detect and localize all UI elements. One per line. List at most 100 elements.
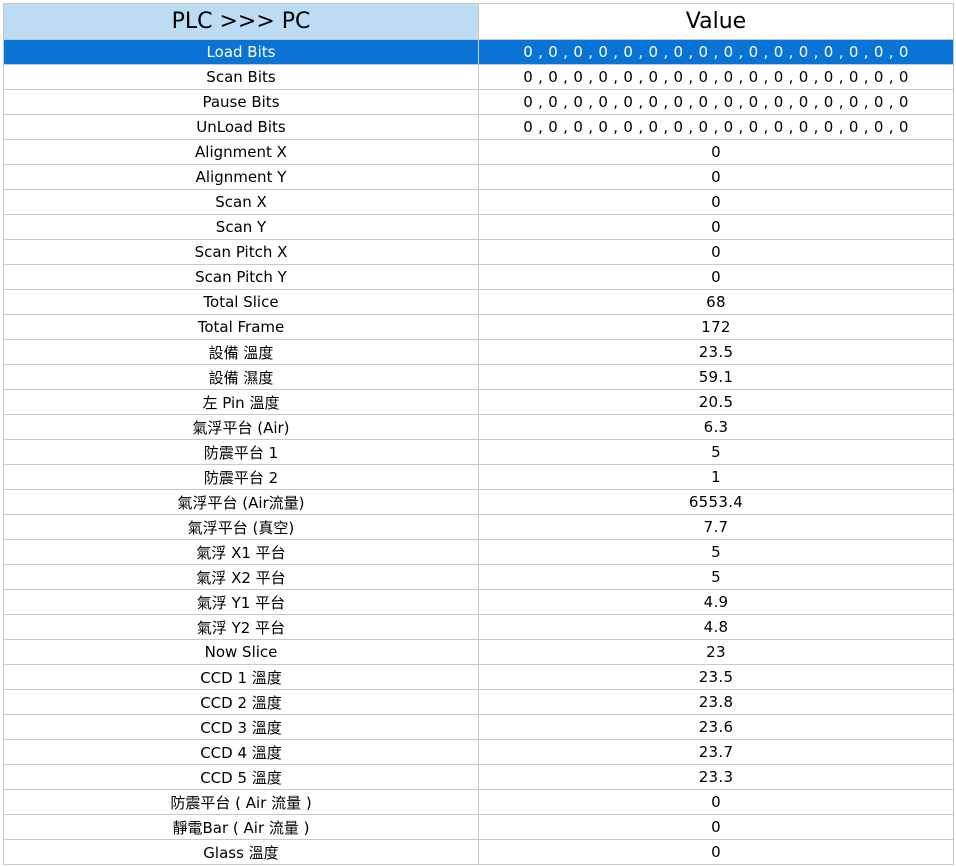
row-value-cell[interactable]: 23.5	[478, 339, 954, 365]
row-value-cell[interactable]: 23.8	[478, 689, 954, 715]
row-value-cell[interactable]: 6553.4	[478, 489, 954, 515]
row-name-cell[interactable]: 氣浮 X1 平台	[3, 539, 479, 565]
row-value-cell[interactable]: 0	[478, 264, 954, 290]
row-name-cell[interactable]: Scan X	[3, 189, 479, 215]
table-row[interactable]: 氣浮平台 (Air流量) 6553.4	[3, 489, 954, 515]
row-name-cell[interactable]: Scan Pitch X	[3, 239, 479, 265]
row-value-cell[interactable]: 0	[478, 139, 954, 165]
table-row[interactable]: CCD 5 溫度 23.3	[3, 764, 954, 790]
row-name-cell[interactable]: 防震平台 ( Air 流量 )	[3, 789, 479, 815]
row-name-cell[interactable]: CCD 1 溫度	[3, 664, 479, 690]
row-value-cell[interactable]: 59.1	[478, 364, 954, 390]
row-name-cell[interactable]: 防震平台 1	[3, 439, 479, 465]
table-row[interactable]: UnLoad Bits 0 , 0 , 0 , 0 , 0 , 0 , 0 , 0…	[3, 114, 954, 140]
table-row[interactable]: 氣浮 Y1 平台 4.9	[3, 589, 954, 615]
row-value-cell[interactable]: 1	[478, 464, 954, 490]
row-value-cell[interactable]: 172	[478, 314, 954, 340]
row-name-cell[interactable]: 靜電Bar ( Air 流量 )	[3, 814, 479, 840]
row-value-cell[interactable]: 0 , 0 , 0 , 0 , 0 , 0 , 0 , 0 , 0 , 0 , …	[478, 39, 954, 65]
table-row[interactable]: CCD 2 溫度 23.8	[3, 689, 954, 715]
row-value-cell[interactable]: 20.5	[478, 389, 954, 415]
column-header-plc-to-pc[interactable]: PLC >>> PC	[3, 3, 479, 40]
row-name-cell[interactable]: CCD 4 溫度	[3, 739, 479, 765]
table-row[interactable]: Now Slice 23	[3, 639, 954, 665]
table-row[interactable]: 設備 溫度 23.5	[3, 339, 954, 365]
row-name-cell[interactable]: 設備 溫度	[3, 339, 479, 365]
row-value-cell[interactable]: 5	[478, 439, 954, 465]
table-row[interactable]: CCD 3 溫度 23.6	[3, 714, 954, 740]
row-name-cell[interactable]: Scan Pitch Y	[3, 264, 479, 290]
row-name-cell[interactable]: CCD 2 溫度	[3, 689, 479, 715]
row-value-cell[interactable]: 23.7	[478, 739, 954, 765]
row-name-cell[interactable]: CCD 3 溫度	[3, 714, 479, 740]
row-name-cell[interactable]: Alignment X	[3, 139, 479, 165]
row-value-cell[interactable]: 0	[478, 839, 954, 865]
row-name-cell[interactable]: Scan Y	[3, 214, 479, 240]
table-row[interactable]: 氣浮 X2 平台 5	[3, 564, 954, 590]
row-value-cell[interactable]: 0 , 0 , 0 , 0 , 0 , 0 , 0 , 0 , 0 , 0 , …	[478, 114, 954, 140]
row-name-cell[interactable]: 氣浮平台 (真空)	[3, 514, 479, 540]
row-value-cell[interactable]: 0 , 0 , 0 , 0 , 0 , 0 , 0 , 0 , 0 , 0 , …	[478, 64, 954, 90]
row-value-cell[interactable]: 23.3	[478, 764, 954, 790]
row-name-cell[interactable]: 設備 濕度	[3, 364, 479, 390]
row-value-cell[interactable]: 4.9	[478, 589, 954, 615]
row-name-cell[interactable]: Glass 溫度	[3, 839, 479, 865]
row-name-cell[interactable]: 氣浮平台 (Air流量)	[3, 489, 479, 515]
row-name-cell[interactable]: Alignment Y	[3, 164, 479, 190]
table-row[interactable]: 靜電Bar ( Air 流量 ) 0	[3, 814, 954, 840]
row-value-cell[interactable]: 7.7	[478, 514, 954, 540]
row-value-cell[interactable]: 0	[478, 214, 954, 240]
row-name-cell[interactable]: 左 Pin 溫度	[3, 389, 479, 415]
table-row[interactable]: Total Slice 68	[3, 289, 954, 315]
row-value-cell[interactable]: 0 , 0 , 0 , 0 , 0 , 0 , 0 , 0 , 0 , 0 , …	[478, 89, 954, 115]
row-value-cell[interactable]: 68	[478, 289, 954, 315]
row-name-cell[interactable]: 氣浮 Y2 平台	[3, 614, 479, 640]
table-row[interactable]: CCD 1 溫度 23.5	[3, 664, 954, 690]
row-value-cell[interactable]: 23.5	[478, 664, 954, 690]
table-row[interactable]: Pause Bits 0 , 0 , 0 , 0 , 0 , 0 , 0 , 0 …	[3, 89, 954, 115]
row-value-cell[interactable]: 5	[478, 539, 954, 565]
table-row[interactable]: CCD 4 溫度 23.7	[3, 739, 954, 765]
row-name-cell[interactable]: 氣浮 X2 平台	[3, 564, 479, 590]
table-row[interactable]: 防震平台 ( Air 流量 ) 0	[3, 789, 954, 815]
row-name-cell[interactable]: 氣浮 Y1 平台	[3, 589, 479, 615]
row-value-cell[interactable]: 6.3	[478, 414, 954, 440]
table-row[interactable]: 左 Pin 溫度 20.5	[3, 389, 954, 415]
table-row[interactable]: 氣浮平台 (Air) 6.3	[3, 414, 954, 440]
table-row[interactable]: 氣浮 Y2 平台 4.8	[3, 614, 954, 640]
row-value-cell[interactable]: 23	[478, 639, 954, 665]
row-name-cell[interactable]: 氣浮平台 (Air)	[3, 414, 479, 440]
row-name-cell[interactable]: CCD 5 溫度	[3, 764, 479, 790]
row-name-cell[interactable]: 防震平台 2	[3, 464, 479, 490]
row-name-cell[interactable]: Pause Bits	[3, 89, 479, 115]
table-row[interactable]: Glass 溫度 0	[3, 839, 954, 865]
table-row[interactable]: Load Bits 0 , 0 , 0 , 0 , 0 , 0 , 0 , 0 ,…	[3, 39, 954, 65]
table-row[interactable]: 氣浮 X1 平台 5	[3, 539, 954, 565]
row-value-cell[interactable]: 5	[478, 564, 954, 590]
row-name-cell[interactable]: Load Bits	[3, 39, 479, 65]
row-value-cell[interactable]: 4.8	[478, 614, 954, 640]
row-name-cell[interactable]: Total Slice	[3, 289, 479, 315]
table-row[interactable]: 設備 濕度 59.1	[3, 364, 954, 390]
row-name-cell[interactable]: UnLoad Bits	[3, 114, 479, 140]
table-row[interactable]: Scan Bits 0 , 0 , 0 , 0 , 0 , 0 , 0 , 0 ,…	[3, 64, 954, 90]
column-header-value[interactable]: Value	[478, 3, 954, 40]
table-row[interactable]: Total Frame 172	[3, 314, 954, 340]
row-value-cell[interactable]: 0	[478, 239, 954, 265]
row-value-cell[interactable]: 0	[478, 189, 954, 215]
row-value-cell[interactable]: 0	[478, 789, 954, 815]
row-value-cell[interactable]: 0	[478, 814, 954, 840]
row-name-cell[interactable]: Total Frame	[3, 314, 479, 340]
row-name-cell[interactable]: Now Slice	[3, 639, 479, 665]
row-value-cell[interactable]: 0	[478, 164, 954, 190]
row-value-cell[interactable]: 23.6	[478, 714, 954, 740]
table-row[interactable]: 氣浮平台 (真空) 7.7	[3, 514, 954, 540]
